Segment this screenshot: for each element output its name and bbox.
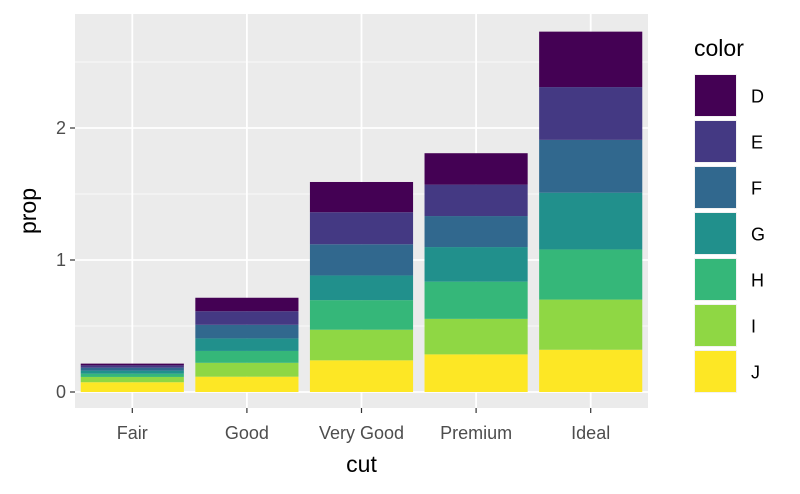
legend-swatch-H [695, 259, 736, 300]
legend-title: color [694, 35, 744, 61]
bar-segment-I [195, 362, 299, 377]
bar-segment-F [424, 216, 528, 248]
bar-segment-I [539, 299, 643, 350]
bars [80, 31, 643, 392]
bar-segment-D [424, 153, 528, 185]
y-tick-label: 2 [56, 118, 66, 138]
bar-segment-F [80, 367, 184, 371]
bar-segment-H [195, 350, 299, 363]
bar-segment-E [195, 311, 299, 325]
y-axis: 0 1 2 [56, 118, 75, 402]
bar-segment-H [539, 249, 643, 300]
bar-segment-E [80, 365, 184, 368]
x-axis-title: cut [346, 451, 377, 477]
bar-segment-G [195, 338, 299, 351]
legend-label-H: H [751, 271, 764, 291]
bar-segment-D [309, 181, 414, 213]
bar-segment-J [80, 382, 184, 392]
bar-segment-G [80, 370, 184, 374]
bar-segment-D [195, 297, 299, 312]
legend-label-D: D [751, 87, 764, 107]
legend-label-I: I [751, 317, 756, 337]
legend-swatch-G [695, 213, 736, 254]
y-axis-title: prop [15, 188, 41, 234]
bar-segment-F [309, 244, 414, 276]
legend-label-F: F [751, 179, 762, 199]
legend-label-G: G [751, 225, 765, 245]
bar-segment-E [309, 212, 414, 245]
y-tick-label: 0 [56, 382, 66, 402]
legend-label-E: E [751, 133, 763, 153]
bar-segment-J [424, 354, 528, 392]
bar-segment-J [195, 376, 299, 392]
bar-segment-E [539, 87, 643, 140]
x-tick-label: Good [225, 423, 269, 443]
bar-segment-D [539, 31, 643, 88]
x-tick-label: Ideal [571, 423, 610, 443]
x-tick-label: Premium [440, 423, 512, 443]
bar-segment-F [539, 139, 643, 193]
bar-segment-E [424, 184, 528, 217]
legend-swatch-F [695, 167, 736, 208]
bar-segment-I [80, 376, 184, 383]
legend-swatch-E [695, 121, 736, 162]
legend-swatch-J [695, 351, 736, 392]
bar-segment-F [195, 324, 299, 339]
bar-segment-H [80, 373, 184, 377]
bar-segment-I [424, 318, 528, 355]
legend-swatch-D [695, 75, 736, 116]
bar-segment-G [539, 192, 643, 250]
bar-segment-I [309, 329, 414, 361]
bar-segment-H [309, 300, 414, 330]
bar-segment-G [309, 275, 414, 301]
x-tick-label: Fair [117, 423, 148, 443]
y-tick-label: 1 [56, 250, 66, 270]
bar-segment-G [424, 247, 528, 282]
legend-swatch-I [695, 305, 736, 346]
bar-segment-J [539, 349, 643, 392]
bar-segment-J [309, 360, 414, 392]
x-tick-label: Very Good [319, 423, 404, 443]
x-axis: Fair Good Very Good Premium Ideal [117, 408, 610, 443]
bar-segment-H [424, 281, 528, 319]
legend: color D E F G H I J [694, 35, 765, 393]
legend-label-J: J [751, 363, 760, 383]
bar-segment-D [80, 363, 184, 366]
